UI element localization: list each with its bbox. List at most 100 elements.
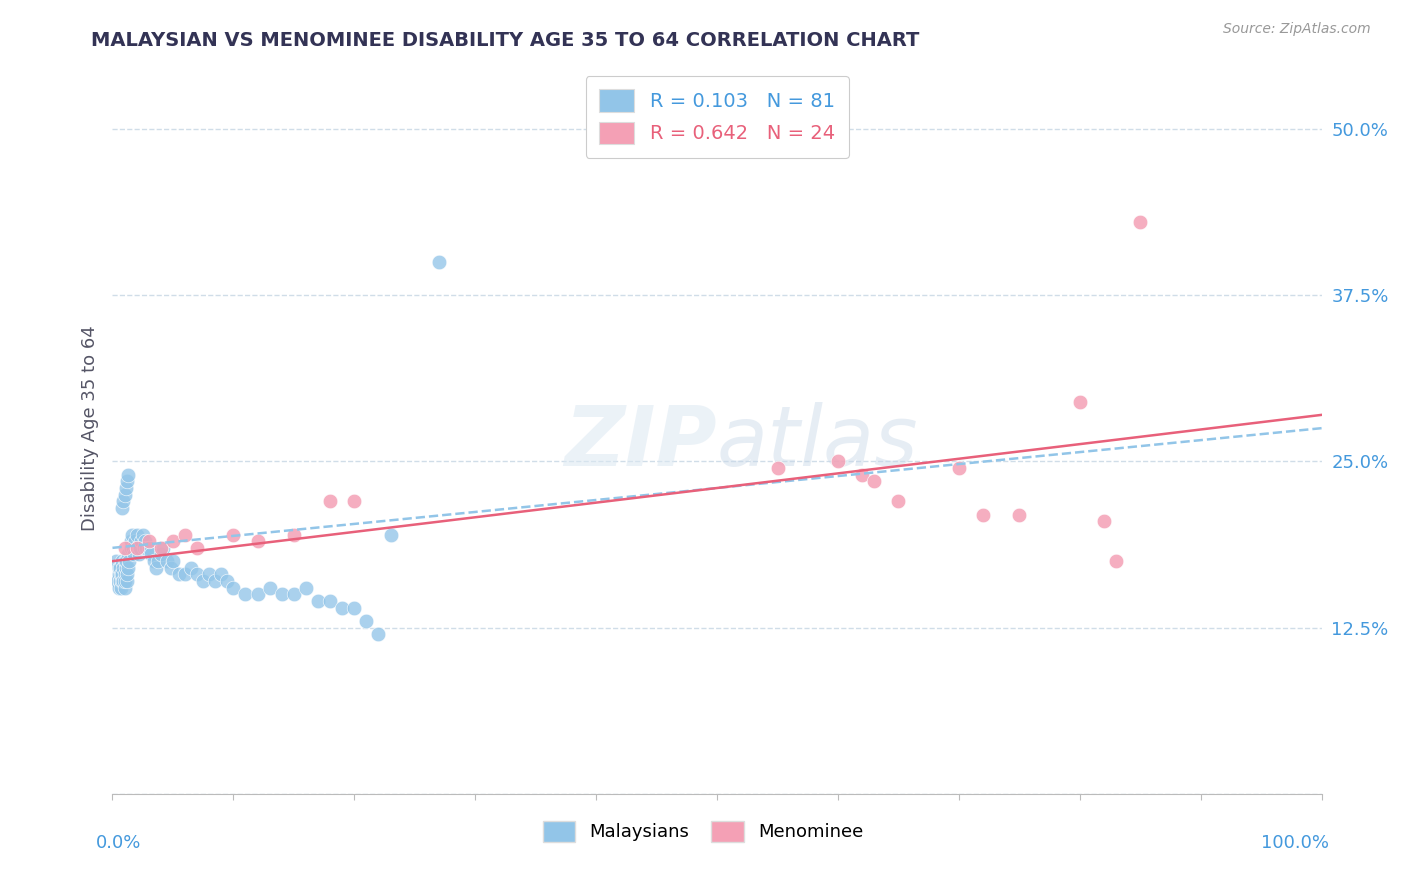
Point (115, 567, 138, 582)
Point (127, 541, 149, 555)
Point (827, 454, 849, 468)
Y-axis label: Disability Age 35 to 64: Disability Age 35 to 64 (80, 326, 98, 531)
Point (120, 534, 142, 549)
Point (114, 567, 136, 582)
Point (330, 600, 353, 615)
Point (107, 581, 129, 595)
Legend: Malaysians, Menominee: Malaysians, Menominee (536, 814, 870, 849)
Point (283, 527, 305, 541)
Point (162, 554, 184, 568)
Point (149, 548, 172, 562)
Point (159, 561, 181, 575)
Point (319, 494, 342, 508)
Point (246, 534, 269, 549)
Point (162, 534, 184, 549)
Point (156, 554, 179, 568)
Point (110, 581, 132, 595)
Point (246, 587, 269, 601)
Point (295, 581, 318, 595)
Point (145, 561, 167, 575)
Point (114, 554, 136, 568)
Point (105, 554, 128, 568)
Point (114, 574, 136, 588)
Point (124, 534, 146, 549)
Point (114, 481, 136, 495)
Point (108, 561, 131, 575)
Point (132, 527, 155, 541)
Point (186, 541, 208, 555)
Point (972, 508, 994, 522)
Point (108, 574, 131, 588)
Point (766, 461, 789, 475)
Point (114, 561, 136, 575)
Point (180, 561, 202, 575)
Point (111, 554, 134, 568)
Point (148, 554, 170, 568)
Point (222, 581, 245, 595)
Point (112, 574, 135, 588)
Point (114, 488, 136, 502)
Point (115, 574, 138, 588)
Point (307, 594, 329, 608)
Point (356, 614, 378, 628)
Point (111, 500, 134, 515)
Point (142, 554, 165, 568)
Point (114, 554, 136, 568)
Point (112, 494, 135, 508)
Point (128, 548, 150, 562)
Point (259, 581, 281, 595)
Text: Source: ZipAtlas.com: Source: ZipAtlas.com (1223, 22, 1371, 37)
Point (367, 627, 389, 641)
Point (235, 587, 257, 601)
Point (129, 541, 152, 555)
Point (204, 574, 226, 588)
Point (125, 541, 148, 555)
Point (1069, 394, 1091, 409)
Point (111, 567, 134, 582)
Text: ZIP: ZIP (564, 402, 717, 483)
Point (125, 527, 148, 541)
Point (152, 541, 174, 555)
Point (343, 494, 366, 508)
Text: 0.0%: 0.0% (96, 834, 141, 852)
Point (1129, 215, 1152, 229)
Point (851, 467, 873, 482)
Point (117, 467, 139, 482)
Point (121, 527, 143, 541)
Point (117, 548, 139, 562)
Point (380, 527, 402, 541)
Point (138, 534, 160, 549)
Point (114, 541, 136, 555)
Point (887, 494, 910, 508)
Legend: R = 0.103   N = 81, R = 0.642   N = 24: R = 0.103 N = 81, R = 0.642 N = 24 (586, 76, 848, 158)
Point (117, 561, 139, 575)
Point (863, 475, 886, 489)
Point (110, 567, 132, 582)
Point (122, 548, 145, 562)
Point (174, 567, 197, 582)
Point (186, 567, 208, 582)
Point (270, 587, 292, 601)
Point (118, 554, 141, 568)
Point (112, 561, 135, 575)
Point (105, 574, 128, 588)
Point (107, 561, 129, 575)
Text: MALAYSIAN VS MENOMINEE DISABILITY AGE 35 TO 64 CORRELATION CHART: MALAYSIAN VS MENOMINEE DISABILITY AGE 35… (91, 31, 920, 50)
Point (174, 527, 197, 541)
Point (122, 541, 145, 555)
Point (107, 567, 129, 582)
Point (134, 534, 156, 549)
Point (222, 527, 245, 541)
Point (1092, 514, 1115, 528)
Point (1008, 508, 1031, 522)
Text: atlas: atlas (717, 402, 918, 483)
Point (343, 600, 366, 615)
Point (120, 541, 142, 555)
Point (135, 541, 157, 555)
Text: 100.0%: 100.0% (1261, 834, 1329, 852)
Point (138, 541, 160, 555)
Point (283, 587, 305, 601)
Point (319, 594, 342, 608)
Point (191, 574, 214, 588)
Point (149, 541, 172, 555)
